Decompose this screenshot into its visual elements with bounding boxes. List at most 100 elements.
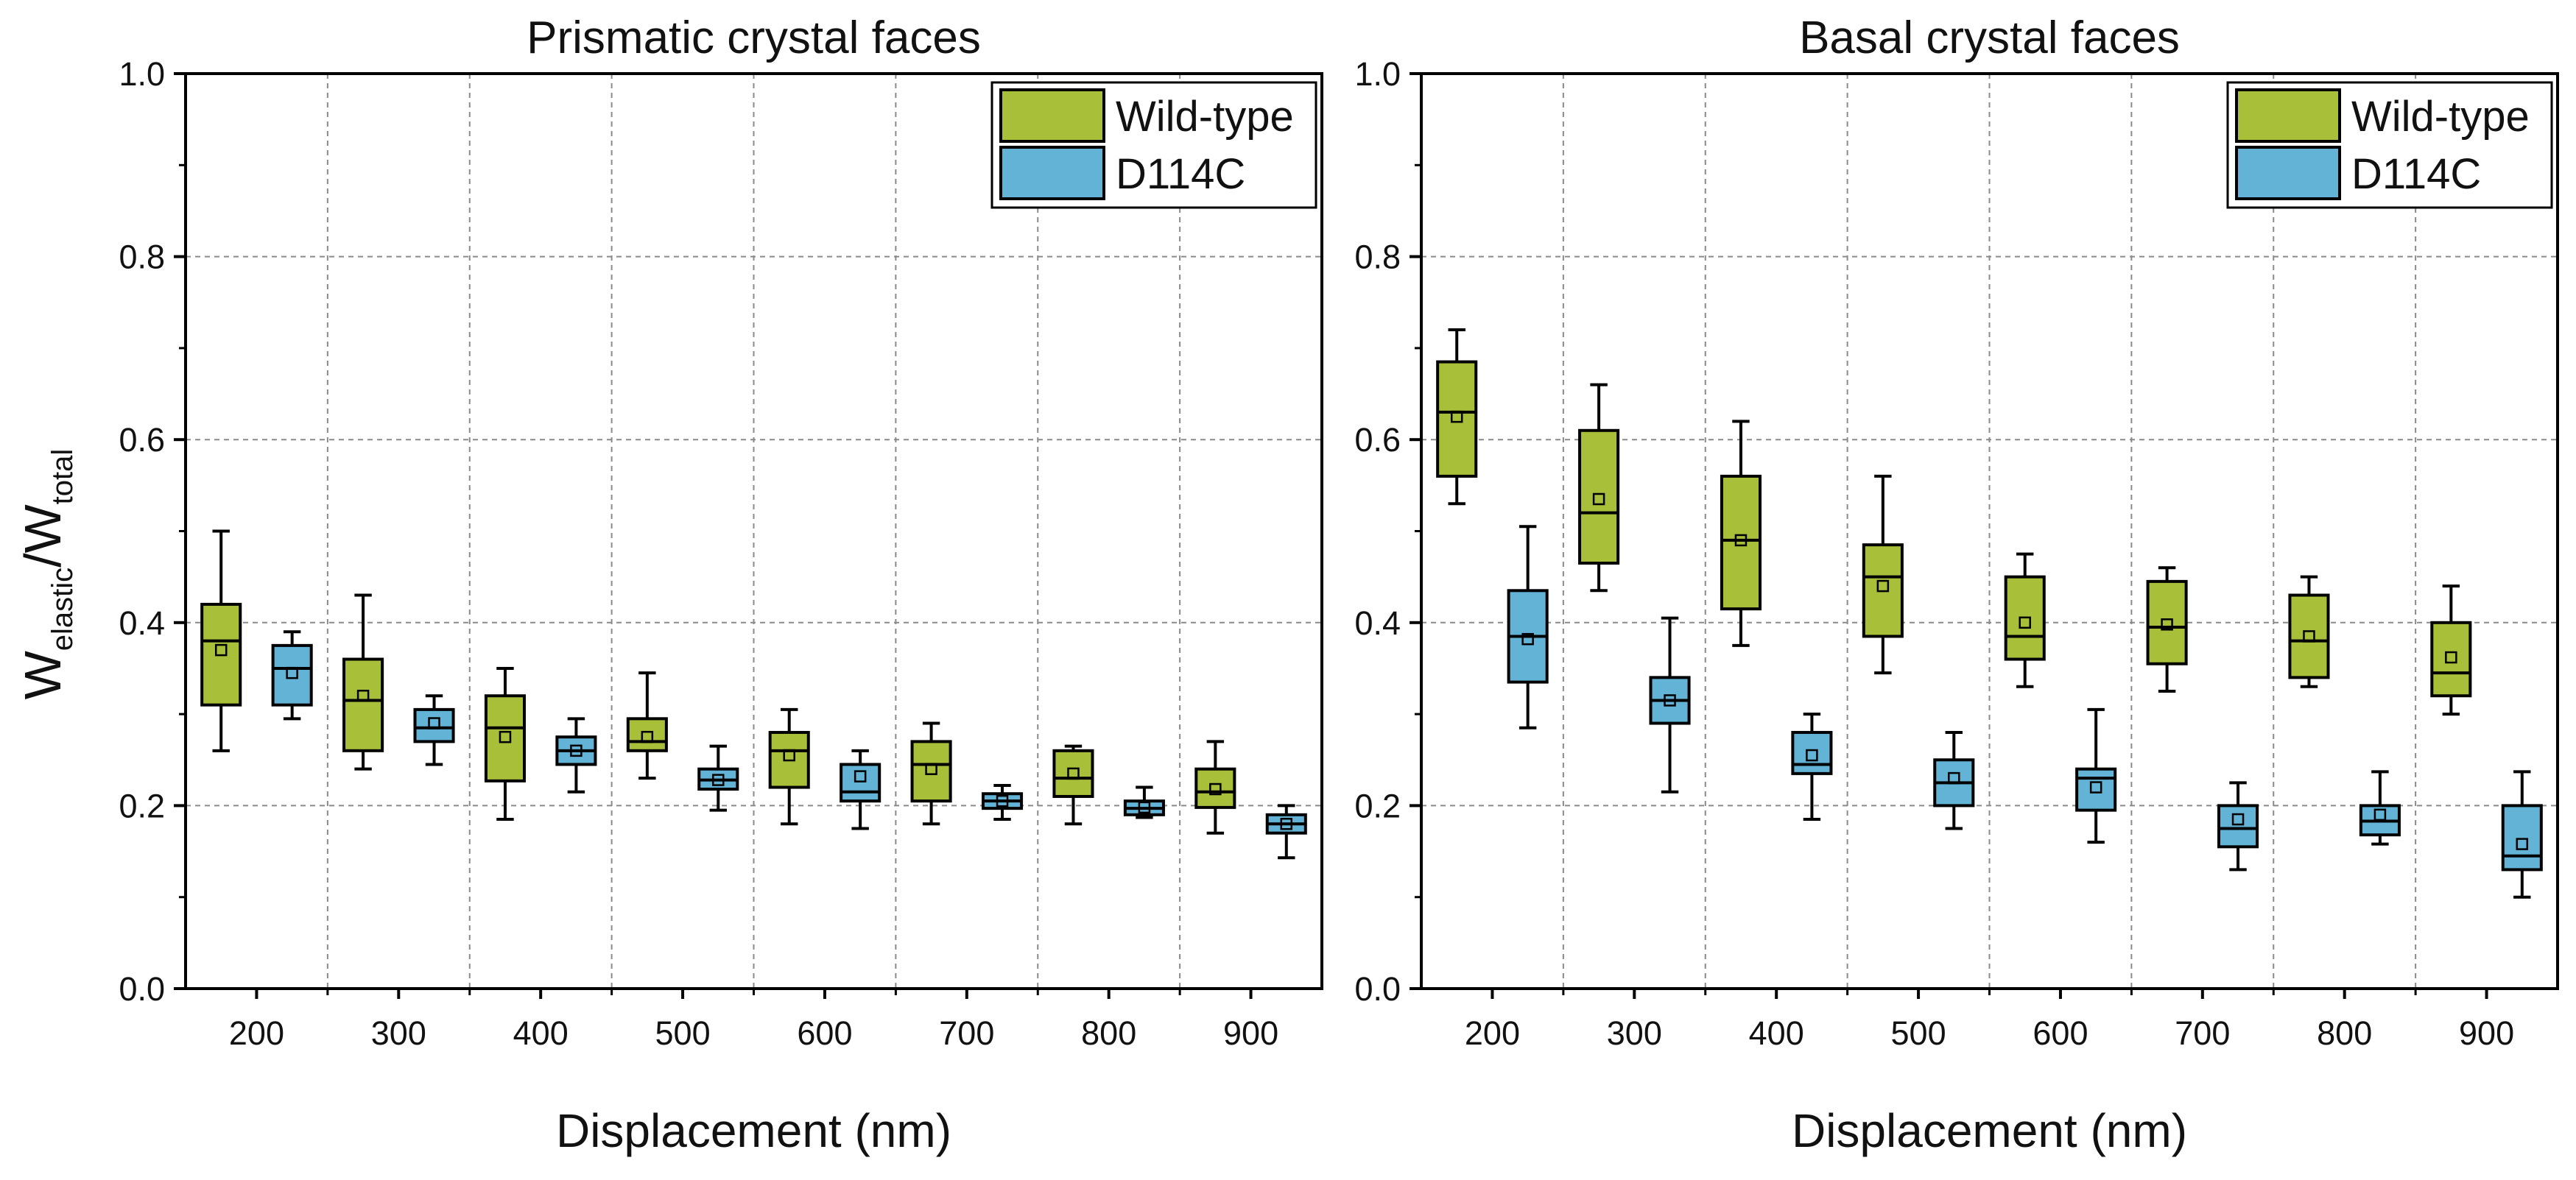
- x-tick-label: 700: [939, 1014, 994, 1052]
- mean-marker: [1876, 579, 1890, 593]
- box-iqr: [2501, 804, 2543, 872]
- box-iqr: [2430, 621, 2472, 698]
- box-iqr: [2146, 579, 2188, 665]
- box-iqr: [1578, 428, 1620, 565]
- y-tick-label: 0.0: [119, 970, 165, 1008]
- x-tick-label: 600: [797, 1014, 852, 1052]
- mean-marker: [712, 774, 725, 786]
- mean-marker: [1067, 767, 1080, 780]
- x-axis-label: Displacement (nm): [1792, 1104, 2187, 1157]
- y-axis-label-main: W: [14, 651, 71, 699]
- box-wild-type-500: [1862, 474, 1904, 675]
- x-tick-label: 200: [1465, 1014, 1520, 1052]
- box-wild-type-700: [910, 721, 952, 826]
- y-axis-label-sub1: elastic: [46, 568, 79, 651]
- box-wild-type-500: [626, 671, 668, 780]
- y-tick-label: 0.6: [119, 421, 165, 459]
- legend-label: D114C: [2351, 150, 2481, 198]
- mean-marker: [499, 730, 512, 743]
- mean-marker: [1734, 534, 1748, 547]
- box-wild-type-900: [1194, 740, 1236, 835]
- box-iqr: [1791, 730, 1833, 775]
- mean-marker: [214, 643, 228, 657]
- y-tick-label: 0.2: [119, 787, 165, 824]
- legend-label: D114C: [1116, 150, 1245, 198]
- mean-marker: [2161, 618, 2173, 631]
- mean-marker: [2089, 781, 2102, 794]
- box-d114c-800: [2359, 770, 2401, 846]
- box-d114c-500: [1933, 730, 1975, 830]
- y-axis-label: Welastic/Wtotal: [14, 449, 79, 700]
- x-tick-label: 900: [1223, 1014, 1278, 1052]
- chart-panel-2: 0.0 0.2 0.4 0.6 0.8 1.0 200 300 400 500 600 700 800 9…: [1354, 13, 2559, 1157]
- x-tick-label: 800: [1081, 1014, 1136, 1052]
- y-tick-label: 0.8: [119, 239, 165, 276]
- legend-swatch: [2235, 88, 2341, 143]
- x-tick-label: 700: [2175, 1014, 2230, 1052]
- mean-marker: [1138, 801, 1151, 814]
- box-iqr: [910, 740, 952, 803]
- mean-marker: [854, 770, 867, 782]
- box-iqr: [1436, 360, 1478, 478]
- box-wild-type-400: [484, 666, 527, 822]
- box-wild-type-900: [2430, 584, 2472, 716]
- y-tick-label: 1.0: [1354, 55, 1401, 93]
- mean-marker: [2373, 808, 2387, 822]
- mean-marker: [1664, 694, 1676, 707]
- mean-marker: [1806, 749, 1818, 762]
- legend-swatch: [999, 88, 1105, 143]
- box-d114c-400: [1791, 713, 1833, 822]
- y-tick-label: 0.6: [1354, 421, 1401, 459]
- x-tick-label: 500: [1891, 1014, 1946, 1052]
- x-tick-label: 900: [2459, 1014, 2514, 1052]
- box-wild-type-800: [2288, 575, 2330, 688]
- box-iqr: [2075, 767, 2117, 812]
- mean-marker: [783, 749, 795, 762]
- legend: Wild-type D114C: [990, 81, 1317, 209]
- mean-marker: [286, 666, 298, 679]
- box-wild-type-700: [2146, 566, 2188, 693]
- mean-marker: [925, 763, 937, 775]
- y-tick-label: 0.4: [119, 604, 165, 642]
- box-d114c-600: [2075, 707, 2117, 844]
- box-d114c-600: [840, 749, 881, 830]
- mean-marker: [2303, 630, 2315, 643]
- mean-marker: [1592, 492, 1605, 506]
- box-iqr: [1720, 474, 1762, 611]
- y-tick-label: 0.0: [1354, 970, 1401, 1008]
- box-iqr: [1194, 767, 1236, 809]
- mean-marker: [2516, 838, 2529, 850]
- mean-marker: [356, 689, 370, 702]
- mean-marker: [2231, 813, 2245, 826]
- box-d114c-700: [2217, 781, 2259, 872]
- mean-marker: [570, 744, 583, 757]
- box-d114c-900: [1265, 804, 1307, 860]
- box-iqr: [2217, 804, 2259, 849]
- box-d114c-800: [1123, 785, 1165, 819]
- box-iqr: [1052, 749, 1094, 798]
- y-tick-label: 0.2: [1354, 787, 1401, 824]
- legend-label: Wild-type: [1116, 93, 1294, 141]
- box-wild-type-300: [1578, 383, 1620, 593]
- x-tick-label: 300: [1607, 1014, 1662, 1052]
- x-tick-label: 200: [229, 1014, 284, 1052]
- box-wild-type-600: [2004, 552, 2046, 688]
- box-wild-type-400: [1720, 420, 1762, 647]
- box-d114c-400: [555, 717, 597, 794]
- box-wild-type-200: [1436, 328, 1478, 506]
- mean-marker: [1209, 782, 1222, 796]
- box-iqr: [840, 763, 881, 803]
- x-tick-label: 500: [655, 1014, 711, 1052]
- y-tick-label: 0.8: [1354, 239, 1401, 276]
- mean-marker: [2019, 616, 2031, 629]
- panel-title: Basal crystal faces: [1799, 13, 2180, 63]
- x-tick-label: 800: [2317, 1014, 2372, 1052]
- mean-marker: [1450, 410, 1463, 423]
- box-d114c-900: [2501, 770, 2543, 899]
- box-iqr: [342, 657, 384, 752]
- box-iqr: [2288, 593, 2330, 679]
- box-iqr: [484, 694, 527, 782]
- box-wild-type-600: [768, 707, 810, 826]
- box-d114c-500: [697, 744, 739, 812]
